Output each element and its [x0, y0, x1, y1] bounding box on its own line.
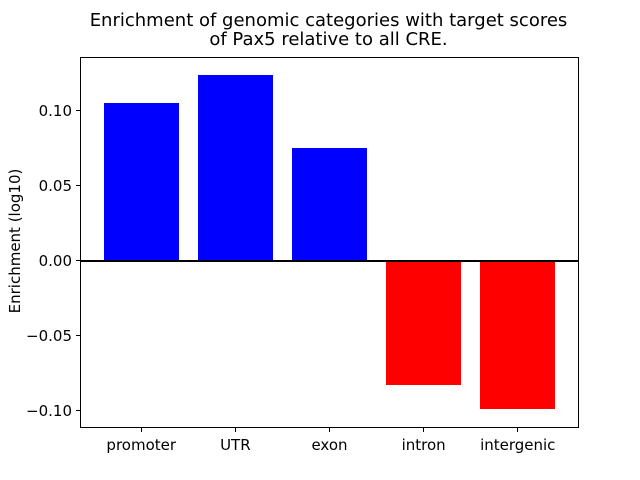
bar-exon — [291, 148, 368, 261]
plot-area: 0.10 0.05 0.00 −0.05 −0.10 promoter UTR exon int… — [26, 57, 579, 454]
chart-title: Enrichment of genomic categories with ta… — [89, 10, 568, 50]
y-tick-label: −0.05 — [26, 326, 72, 345]
zero-line — [81, 259, 578, 262]
bar-intergenic — [480, 260, 556, 409]
y-tick-mark — [76, 185, 80, 187]
y-tick-label: 0.00 — [38, 251, 72, 270]
bar-UTR — [197, 74, 274, 261]
x-tick-mark — [329, 428, 331, 432]
x-tick-label-promoter: promoter — [106, 436, 177, 454]
x-tick-label-intron: intron — [401, 436, 446, 454]
x-tick-label-UTR: UTR — [220, 436, 251, 454]
y-axis-label: Enrichment (log10) — [6, 168, 24, 314]
y-tick-mark — [76, 260, 80, 262]
bar-intron — [385, 260, 462, 385]
y-tick-mark — [76, 410, 80, 412]
y-tick-label: −0.10 — [26, 401, 72, 420]
x-tick-mark — [423, 428, 425, 432]
y-tick-label: 0.10 — [38, 101, 72, 120]
y-tick-mark — [76, 335, 80, 337]
x-tick-mark — [234, 428, 237, 432]
bar-promoter — [103, 103, 179, 261]
y-tick-label: 0.05 — [38, 176, 72, 195]
x-tick-label-intergenic: intergenic — [480, 436, 556, 454]
y-tick-mark — [76, 110, 80, 112]
x-tick-mark — [517, 428, 519, 432]
x-tick-label-exon: exon — [311, 436, 348, 454]
x-tick-mark — [140, 428, 142, 432]
